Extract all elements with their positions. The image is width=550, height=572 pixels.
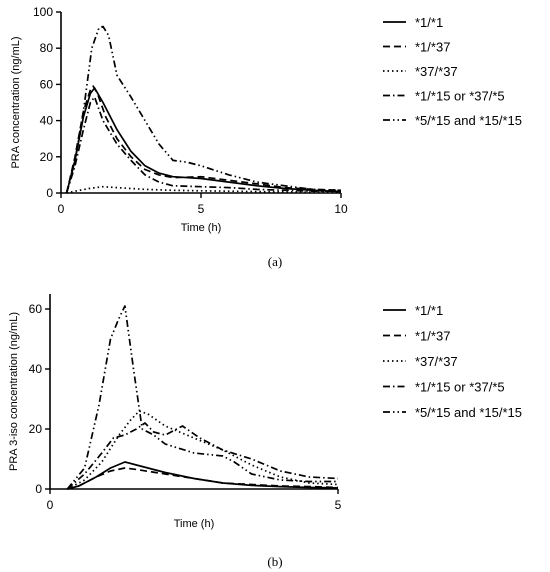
y-tick-label: 20 <box>29 422 43 436</box>
chart-b: 0 20 40 60 0 5 Time (h) PRA 3-iso concentration… <box>8 294 522 569</box>
y-tick-label: 40 <box>40 114 54 128</box>
legend-label: *5/*15 and *15/*15 <box>415 113 522 128</box>
x-tick-label: 5 <box>198 202 205 216</box>
legend-label: *37/*37 <box>415 64 458 79</box>
y-tick-label: 20 <box>40 150 54 164</box>
y-tick-label: 0 <box>46 186 53 200</box>
figure-caption: (b) <box>267 554 282 569</box>
series-line-1 <box>65 87 342 194</box>
y-tick-label: 80 <box>40 41 54 55</box>
series-line-5 <box>66 305 338 490</box>
legend-label: *1/*1 <box>415 303 443 318</box>
chart-a: 0 20 40 60 80 100 0 5 10 Time (h) PRA concentratio… <box>10 5 522 269</box>
series-line-2 <box>65 85 342 194</box>
y-tick-label: 0 <box>35 482 42 496</box>
legend-label: *1/*15 or *37/*5 <box>415 89 505 104</box>
x-axis-label: Time (h) <box>174 518 215 530</box>
legend-label: *1/*37 <box>415 329 450 344</box>
series-line-1 <box>67 461 339 490</box>
x-tick-label: 0 <box>58 202 65 216</box>
series-line-2 <box>67 467 339 490</box>
legend-label: *1/*1 <box>415 15 443 30</box>
series-line-4 <box>65 96 341 194</box>
legend-label: *1/*37 <box>415 40 450 55</box>
legend-label: *5/*15 and *15/*15 <box>415 405 522 420</box>
y-axis-label: PRA concentration (ng/mL) <box>10 36 22 168</box>
y-tick-label: 60 <box>29 302 43 316</box>
series-line-4 <box>66 422 339 490</box>
series-line-3 <box>66 410 339 490</box>
x-axis-label: Time (h) <box>181 222 222 234</box>
series-line-5 <box>65 25 342 194</box>
y-tick-label: 100 <box>33 5 53 19</box>
x-tick-label: 10 <box>334 202 348 216</box>
legend-label: *37/*37 <box>415 354 458 369</box>
y-tick-label: 60 <box>40 77 54 91</box>
x-tick-label: 0 <box>47 498 54 512</box>
y-tick-label: 40 <box>29 362 43 376</box>
legend-label: *1/*15 or *37/*5 <box>415 380 505 395</box>
y-axis-label: PRA 3-iso concentration (ng/mL) <box>8 312 20 471</box>
series-line-3 <box>66 185 342 194</box>
x-tick-label: 5 <box>335 498 342 512</box>
figure-caption: (a) <box>268 254 282 269</box>
